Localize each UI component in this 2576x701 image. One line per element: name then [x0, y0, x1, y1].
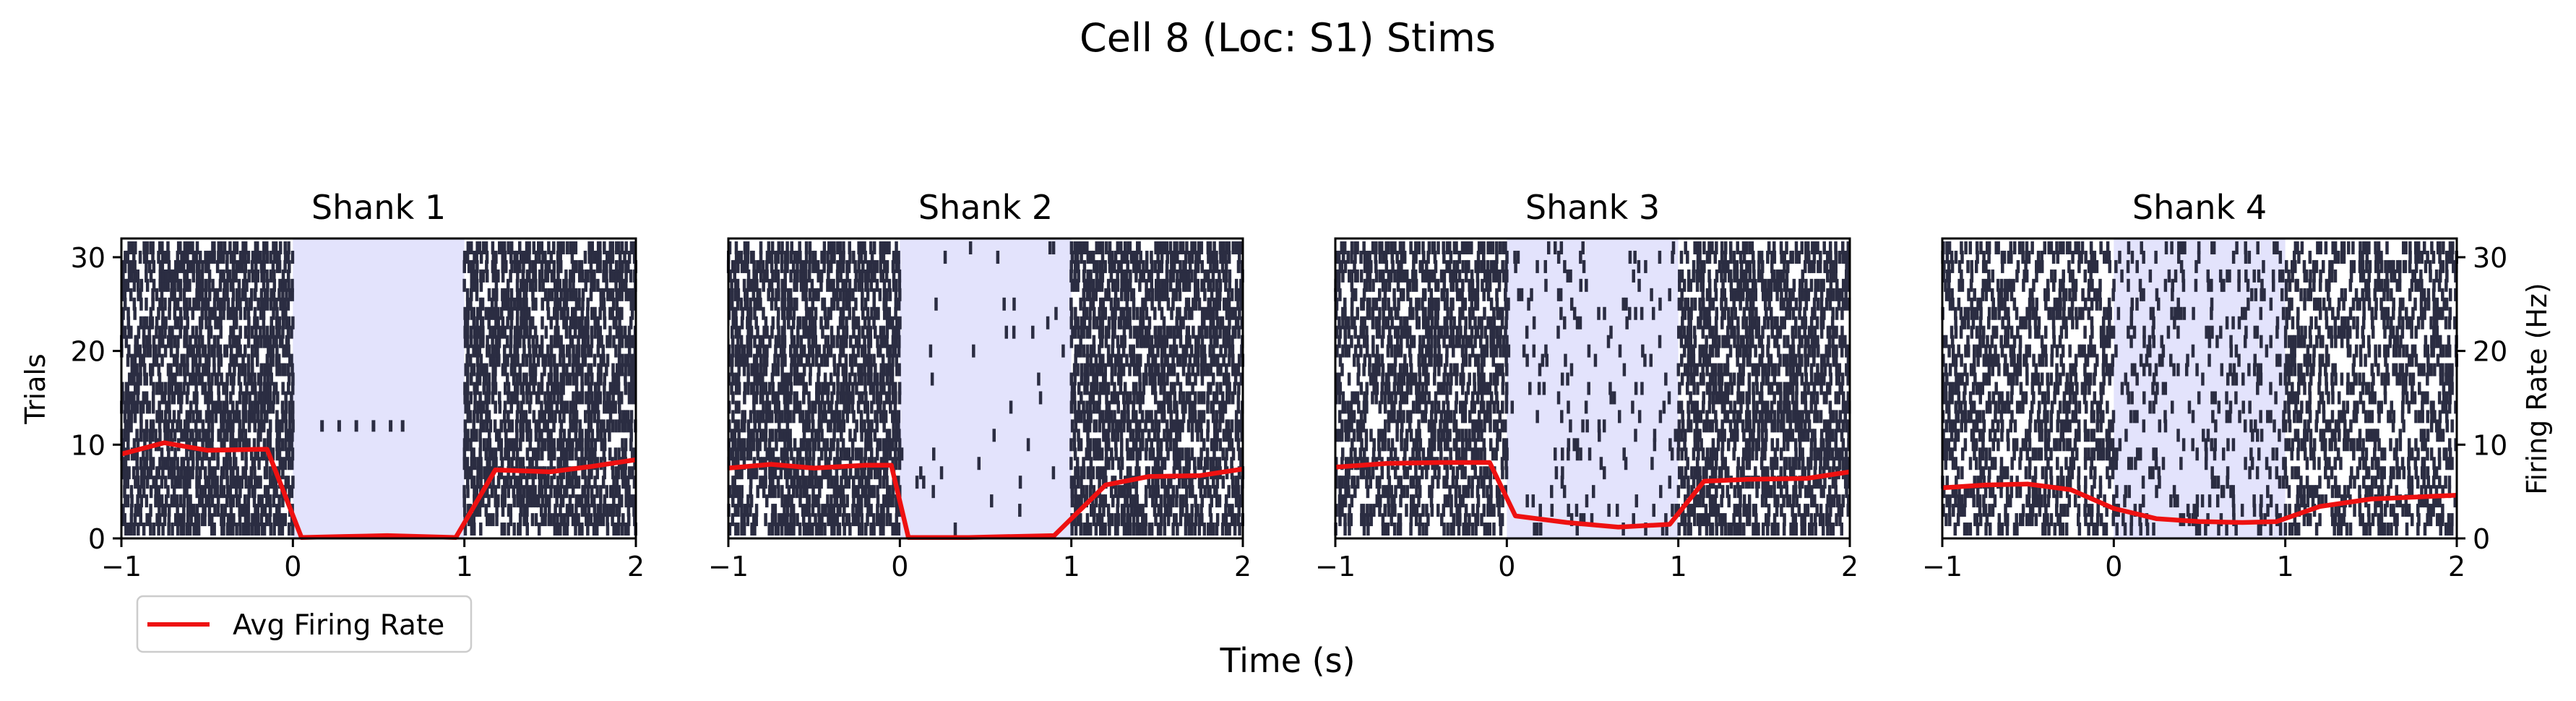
x-tick-label: 1	[1063, 551, 1080, 582]
raster-spikes	[120, 241, 638, 536]
x-tick-label: −1	[708, 551, 749, 582]
x-tick-label: 0	[891, 551, 908, 582]
stim-window	[900, 238, 1072, 538]
axes-frame	[727, 237, 1244, 540]
x-tick-label: 2	[627, 551, 645, 582]
x-tick-label: 0	[284, 551, 301, 582]
y-tick-label: 20	[71, 336, 105, 368]
panel-2: −1 0 1 2 Shank 2	[708, 188, 1252, 582]
stim-window	[293, 238, 465, 538]
avg-firing-rate-line	[121, 440, 637, 540]
y-tick-label: 30	[71, 242, 105, 274]
axes-frame	[120, 237, 637, 540]
y-tick-label: 10	[71, 429, 105, 461]
raster-spikes	[1334, 241, 1851, 536]
panel-title: Shank 1	[311, 188, 446, 227]
panel-title: Shank 2	[918, 188, 1053, 227]
x-tick-label: 1	[456, 551, 473, 582]
x-tick-label: −1	[101, 551, 142, 582]
x-tick-label: 2	[1234, 551, 1252, 582]
figure-title: Cell 8 (Loc: S1) Stims	[1080, 15, 1496, 61]
y-tick-label: 0	[88, 523, 105, 555]
